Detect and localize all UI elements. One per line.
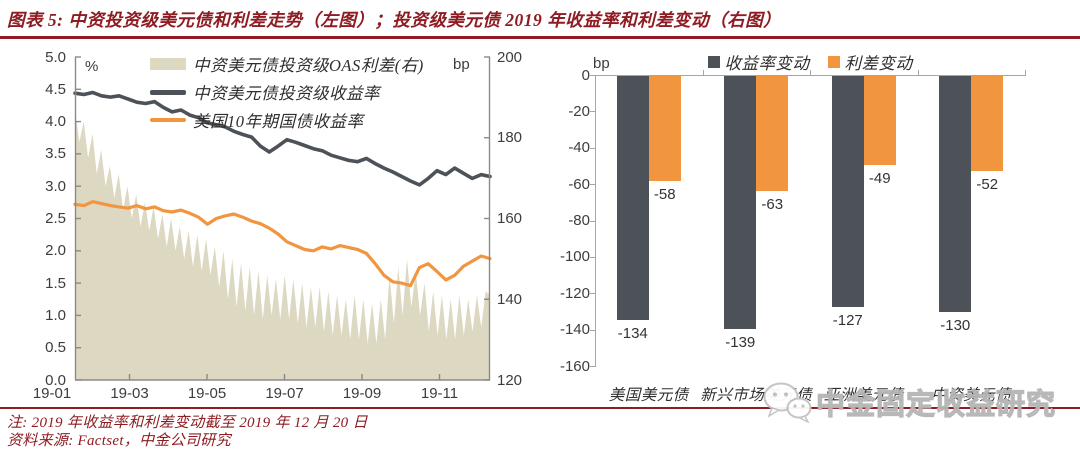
bar-y-tick-label: -40 bbox=[568, 139, 590, 157]
bar-y-tick bbox=[590, 293, 595, 295]
bar-value-label: -52 bbox=[976, 175, 999, 193]
legend-item-yield: 中资美元债投资级收益率 bbox=[150, 78, 424, 106]
oas-spread-area bbox=[75, 109, 490, 380]
watermark: 中金固定收益研究 bbox=[762, 381, 1056, 423]
bar-y-tick-label: -80 bbox=[568, 212, 590, 229]
legend-label: 中资美元债投资级收益率 bbox=[193, 84, 380, 103]
left-axis-tick-label: 4.0 bbox=[45, 113, 66, 131]
bar-y-tick bbox=[590, 366, 595, 367]
x-axis-tick-label: 19-09 bbox=[342, 385, 382, 402]
right-axis-tick-label: 120 bbox=[497, 371, 523, 389]
left-axis-tick-label: 3.0 bbox=[45, 177, 66, 195]
left-axis-tick-label: 3.5 bbox=[45, 145, 66, 163]
x-axis-tick-label: 19-07 bbox=[265, 385, 304, 402]
bar-y-tick bbox=[590, 75, 595, 76]
left-chart-legend: 中资美元债投资级OAS利差(右) 中资美元债投资级收益率 美国10年期国债收益率 bbox=[150, 50, 424, 134]
left-axis-tick-label: 2.5 bbox=[45, 210, 66, 227]
bar-value-label: -58 bbox=[653, 186, 676, 204]
area-swatch-icon bbox=[150, 58, 186, 70]
bar-y-tick-label: -100 bbox=[559, 248, 590, 266]
legend-item-oas: 中资美元债投资级OAS利差(右) bbox=[150, 50, 424, 78]
left-axis-tick-label: 0.0 bbox=[45, 371, 66, 389]
bar-value-label: -139 bbox=[725, 333, 756, 351]
legend-item-spread-change: 利差变动 bbox=[827, 50, 913, 74]
bar-value-label: -49 bbox=[868, 170, 891, 188]
right-axis-tick-label: 200 bbox=[497, 48, 523, 66]
right-axis-tick-label: 160 bbox=[497, 210, 523, 227]
bar-y-axis-spine bbox=[595, 75, 596, 367]
bar-value-label: -134 bbox=[617, 324, 648, 342]
series-line bbox=[73, 200, 492, 288]
bar-spread-change bbox=[648, 76, 681, 182]
bar-yield-change bbox=[616, 76, 649, 320]
legend-label: 中资美元债投资级OAS利差(右) bbox=[193, 56, 424, 75]
legend-label: 美国10年期国债收益率 bbox=[193, 112, 364, 131]
square-swatch-icon bbox=[827, 56, 840, 68]
bar-y-tick-label: -60 bbox=[568, 175, 590, 193]
bar-yield-change bbox=[939, 76, 972, 313]
bar-y-tick-label: -160 bbox=[559, 357, 590, 375]
right-axis-tick-label: 140 bbox=[497, 290, 523, 308]
bar-y-tick-label: -140 bbox=[559, 321, 590, 339]
x-axis-tick-label: 19-01 bbox=[32, 385, 72, 402]
watermark-text: 中金固定收益研究 bbox=[815, 388, 1057, 421]
bar-value-label: -130 bbox=[940, 317, 971, 335]
bar-value-label: -63 bbox=[761, 195, 784, 213]
footnote: 注: 2019 年收益率和利差变动截至 2019 年 12 月 20 日 bbox=[7, 415, 368, 431]
legend-item-yield-change: 收益率变动 bbox=[707, 50, 810, 74]
bar-y-tick bbox=[590, 184, 595, 186]
bar-category-label: 美国美元债 bbox=[608, 387, 689, 404]
x-axis-tick-label: 19-03 bbox=[110, 385, 149, 402]
left-axis-tick-label: 4.5 bbox=[45, 80, 66, 98]
bar-y-tick-label: 0 bbox=[581, 66, 590, 84]
bar-value-label: -127 bbox=[832, 311, 863, 329]
right-axis-tick-label: 180 bbox=[497, 129, 523, 147]
legend-item-ust: 美国10年期国债收益率 bbox=[150, 106, 424, 134]
bar-yield-change bbox=[831, 76, 864, 307]
right-chart-legend: 收益率变动 利差变动 bbox=[595, 50, 1025, 74]
bar-y-tick-label: -120 bbox=[559, 284, 590, 302]
bar-y-tick bbox=[590, 220, 595, 222]
source-note: 资料来源: Factset，中金公司研究 bbox=[7, 433, 231, 449]
bar-yield-change bbox=[724, 76, 757, 329]
left-axis-tick-label: 1.5 bbox=[45, 274, 66, 292]
bar-y-tick bbox=[590, 329, 595, 331]
wechat-icon bbox=[763, 382, 812, 423]
bar-y-tick-label: -20 bbox=[568, 102, 590, 120]
left-axis-tick-label: 0.5 bbox=[45, 339, 66, 357]
bar-axis-unit-label: bp bbox=[593, 55, 610, 72]
left-chart-plot bbox=[73, 56, 492, 381]
right-axis-unit-label: bp bbox=[453, 56, 470, 73]
footer-divider bbox=[0, 407, 1080, 409]
left-axis-tick-label: 5.0 bbox=[45, 48, 66, 66]
bar-spread-change bbox=[756, 76, 789, 191]
line-swatch-icon bbox=[150, 118, 186, 122]
bar-x-tick bbox=[1025, 70, 1026, 75]
square-swatch-icon bbox=[707, 56, 720, 68]
bar-y-tick bbox=[590, 256, 595, 258]
left-axis-tick-label: 2.0 bbox=[45, 242, 66, 260]
legend-label: 利差变动 bbox=[844, 54, 913, 73]
left-axis-tick-label: 1.0 bbox=[45, 306, 66, 324]
bar-spread-change bbox=[971, 76, 1004, 171]
x-axis-tick-label: 19-11 bbox=[420, 385, 459, 402]
title-divider bbox=[0, 36, 1080, 39]
line-swatch-icon bbox=[150, 89, 186, 95]
legend-label: 收益率变动 bbox=[724, 54, 810, 73]
left-axis-unit-label: % bbox=[85, 58, 99, 75]
page-title: 图表 5: 中资投资级美元债和利差走势（左图）；投资级美元债 2019 年收益率… bbox=[7, 10, 782, 30]
x-axis-tick-label: 19-05 bbox=[187, 385, 227, 402]
bar-spread-change bbox=[863, 76, 896, 166]
bar-y-tick bbox=[590, 147, 595, 149]
bar-zero-line bbox=[595, 75, 1026, 76]
series-line bbox=[73, 90, 492, 187]
bar-y-tick bbox=[590, 111, 595, 113]
